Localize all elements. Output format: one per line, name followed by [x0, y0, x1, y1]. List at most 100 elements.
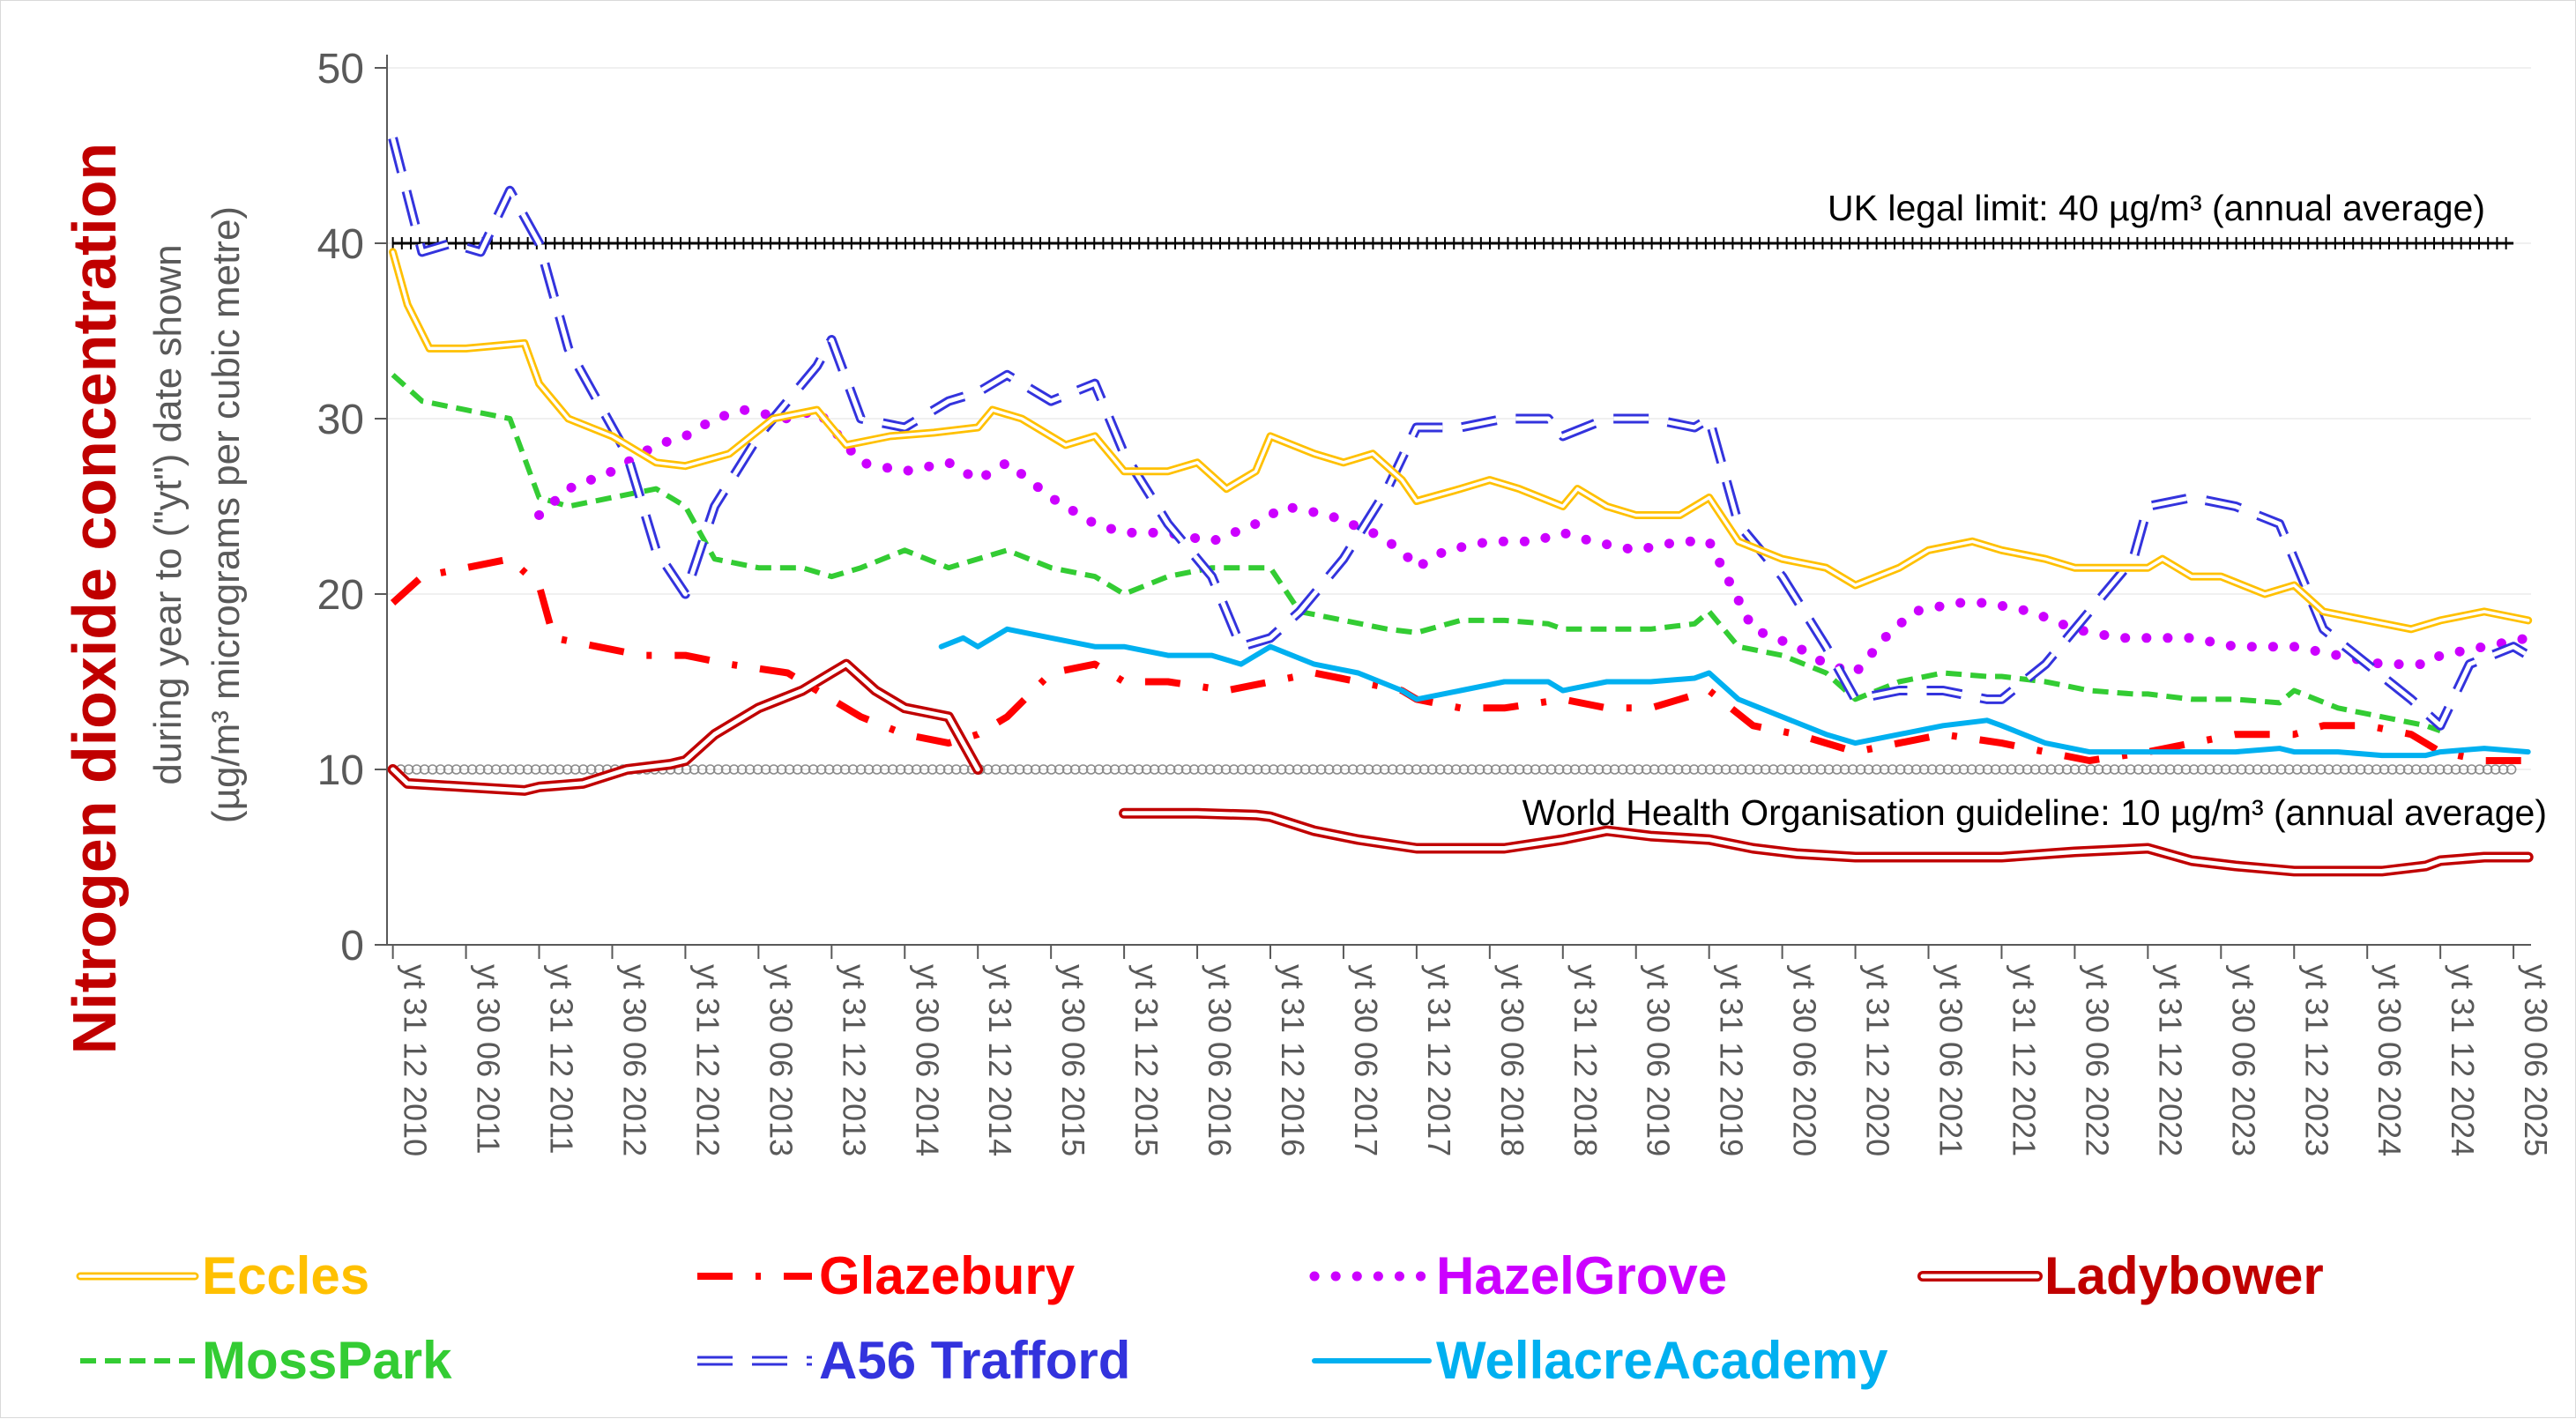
reference-line-marker: [1688, 764, 1700, 775]
reference-line-marker: [562, 764, 573, 775]
reference-line-marker: [696, 764, 708, 775]
reference-line-marker: [1752, 764, 1763, 775]
reference-line-marker: [942, 764, 954, 775]
reference-line-marker: [1879, 764, 1890, 775]
reference-line-marker: [1522, 764, 1533, 775]
reference-line-marker: [435, 764, 446, 775]
legend-item: WellacreAcademy: [1312, 1331, 1888, 1390]
reference-line-marker: [744, 764, 756, 775]
reference-line-marker: [1839, 764, 1850, 775]
reference-line-marker: [1498, 764, 1509, 775]
reference-line-marker: [1569, 764, 1581, 775]
reference-line-marker: [2148, 764, 2160, 775]
reference-line-marker: [1411, 764, 1422, 775]
legend-label: Eccles: [202, 1246, 369, 1305]
reference-line-marker: [911, 764, 922, 775]
reference-line-marker: [2093, 764, 2104, 775]
reference-line-marker: [1625, 764, 1636, 775]
reference-line-marker: [887, 764, 898, 775]
reference-line-marker: [1657, 764, 1668, 775]
reference-line-marker: [2125, 764, 2136, 775]
reference-line-marker: [2172, 764, 2184, 775]
reference-line-marker: [855, 764, 867, 775]
series-mosspark: [391, 373, 2442, 734]
reference-line-marker: [1918, 764, 1930, 775]
reference-line-marker: [1617, 764, 1628, 775]
x-tick-label: yt 31 12 2011: [544, 964, 580, 1155]
reference-line-marker: [1355, 764, 1366, 775]
reference-line-marker: [2156, 764, 2168, 775]
reference-line-marker: [2283, 764, 2295, 775]
reference-line-marker: [2410, 764, 2422, 775]
reference-line-marker: [2331, 764, 2342, 775]
reference-line-marker: [554, 764, 565, 775]
series-line: [391, 373, 2442, 734]
reference-line-marker: [1418, 764, 1430, 775]
reference-line-marker: [1926, 764, 1938, 775]
reference-line-marker: [2426, 764, 2438, 775]
reference-line-marker: [2394, 764, 2406, 775]
x-tick-label: yt 31 12 2018: [1567, 964, 1604, 1156]
x-tick-label: yt 30 06 2018: [1494, 964, 1530, 1156]
reference-line-marker: [2037, 764, 2049, 775]
reference-line-marker: [1125, 764, 1136, 775]
series-line-inner: [391, 662, 2531, 873]
reference-line-marker: [1807, 764, 1819, 775]
reference-line-marker: [1966, 764, 1977, 775]
legend-label: MossPark: [202, 1331, 452, 1390]
reference-line-marker: [1490, 764, 1501, 775]
reference-line-marker: [2434, 764, 2446, 775]
y-axis-subtitle-line-2: (µg/m³ micrograms per cubic metre): [205, 206, 248, 823]
reference-line-marker: [1030, 764, 1041, 775]
reference-line-marker: [538, 764, 549, 775]
reference-line-marker: [1180, 764, 1192, 775]
reference-line-marker: [1855, 764, 1866, 775]
reference-line-marker: [1284, 764, 1295, 775]
x-tick-label: yt 30 06 2022: [2079, 964, 2115, 1156]
reference-line-marker: [1228, 764, 1240, 775]
who-guideline-label: World Health Organisation guideline: 10 …: [1523, 792, 2547, 833]
x-tick-label: yt 31 12 2022: [2152, 964, 2188, 1156]
reference-line-marker: [2474, 764, 2485, 775]
reference-line-marker: [1188, 764, 1200, 775]
reference-line-marker: [1165, 764, 1176, 775]
reference-line-marker: [1347, 764, 1359, 775]
reference-line-marker: [2355, 764, 2366, 775]
reference-line-marker: [1768, 764, 1779, 775]
series-wellacreacademy: [938, 626, 2531, 759]
reference-line-marker: [498, 764, 510, 775]
reference-line-marker: [522, 764, 533, 775]
legend-item: Eccles: [76, 1246, 369, 1305]
reference-line-marker: [1776, 764, 1787, 775]
reference-line-marker: [1212, 764, 1224, 775]
reference-line-marker: [419, 764, 430, 775]
reference-line-marker: [1466, 764, 1478, 775]
reference-line-marker: [736, 764, 748, 775]
legend-label: WellacreAcademy: [1436, 1331, 1888, 1390]
reference-line-marker: [831, 764, 843, 775]
x-tick-label: yt 30 06 2012: [616, 964, 652, 1156]
reference-line-marker: [1664, 764, 1676, 775]
reference-line-marker: [1680, 764, 1692, 775]
reference-line-marker: [1426, 764, 1438, 775]
legend-item: HazelGrove: [1309, 1246, 1727, 1305]
reference-line-marker: [2252, 764, 2263, 775]
reference-line-marker: [2204, 764, 2215, 775]
reference-line-marker: [1633, 764, 1644, 775]
reference-line-marker: [1077, 764, 1089, 775]
reference-line-marker: [2053, 764, 2065, 775]
reference-line-marker: [2164, 764, 2176, 775]
series-a56-trafford: [388, 137, 2531, 731]
reference-line-marker: [1038, 764, 1049, 775]
reference-line-marker: [403, 764, 414, 775]
x-tick-label: yt 30 06 2023: [2225, 964, 2261, 1156]
reference-line-marker: [2085, 764, 2096, 775]
reference-line-marker: [1863, 764, 1874, 775]
reference-line-marker: [1577, 764, 1589, 775]
reference-line-marker: [1133, 764, 1144, 775]
reference-line-marker: [2418, 764, 2430, 775]
reference-line-marker: [704, 764, 716, 775]
reference-line-marker: [2101, 764, 2112, 775]
reference-line-marker: [1831, 764, 1843, 775]
reference-line-marker: [1593, 764, 1604, 775]
